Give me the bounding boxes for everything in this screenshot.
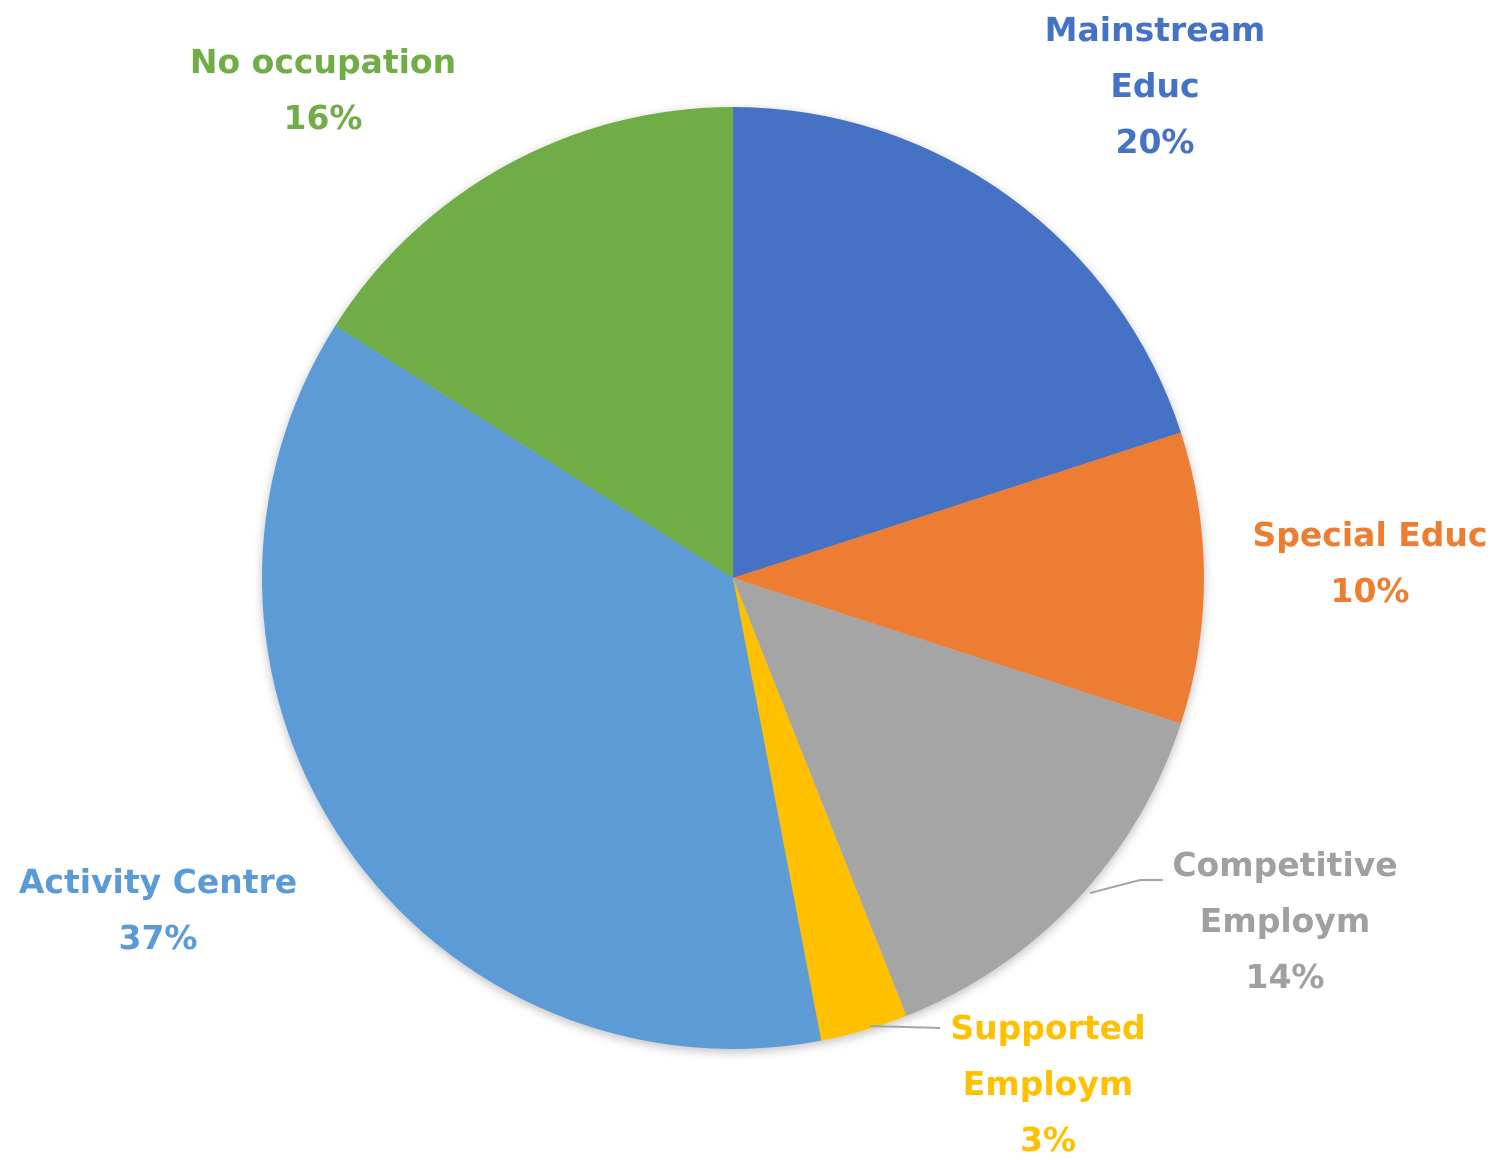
slice	[261, 325, 822, 1050]
category-label: Activity Centre	[18, 862, 298, 901]
slice	[733, 578, 1181, 1016]
slice	[335, 107, 733, 578]
data-label: Mainstream Educ 20%	[1025, 2, 1285, 170]
data-label: Activity Centre 37%	[0, 854, 318, 966]
category-label: Special Educ	[1252, 515, 1488, 554]
leader-line	[1089, 879, 1163, 894]
data-label: Supported Employm 3%	[928, 1000, 1168, 1160]
value-label: 20%	[1115, 122, 1195, 161]
value-label: 16%	[283, 98, 363, 137]
value-label: 14%	[1245, 957, 1325, 996]
category-label: Supported Employm	[950, 1008, 1146, 1103]
category-label: Competitive Employm	[1172, 845, 1398, 940]
slices	[261, 107, 1204, 1050]
slice	[733, 107, 1181, 578]
value-label: 37%	[118, 918, 198, 957]
value-label: 3%	[1019, 1120, 1077, 1159]
data-label: Special Educ 10%	[1220, 507, 1502, 619]
data-label: Competitive Employm 14%	[1155, 837, 1415, 1005]
data-label: No occupation 16%	[163, 34, 483, 146]
value-label: 10%	[1330, 571, 1410, 610]
slice	[733, 432, 1204, 724]
leader-line	[869, 1025, 941, 1029]
category-label: Mainstream Educ	[1044, 10, 1266, 105]
slice	[733, 578, 907, 1041]
category-label: No occupation	[189, 42, 457, 81]
